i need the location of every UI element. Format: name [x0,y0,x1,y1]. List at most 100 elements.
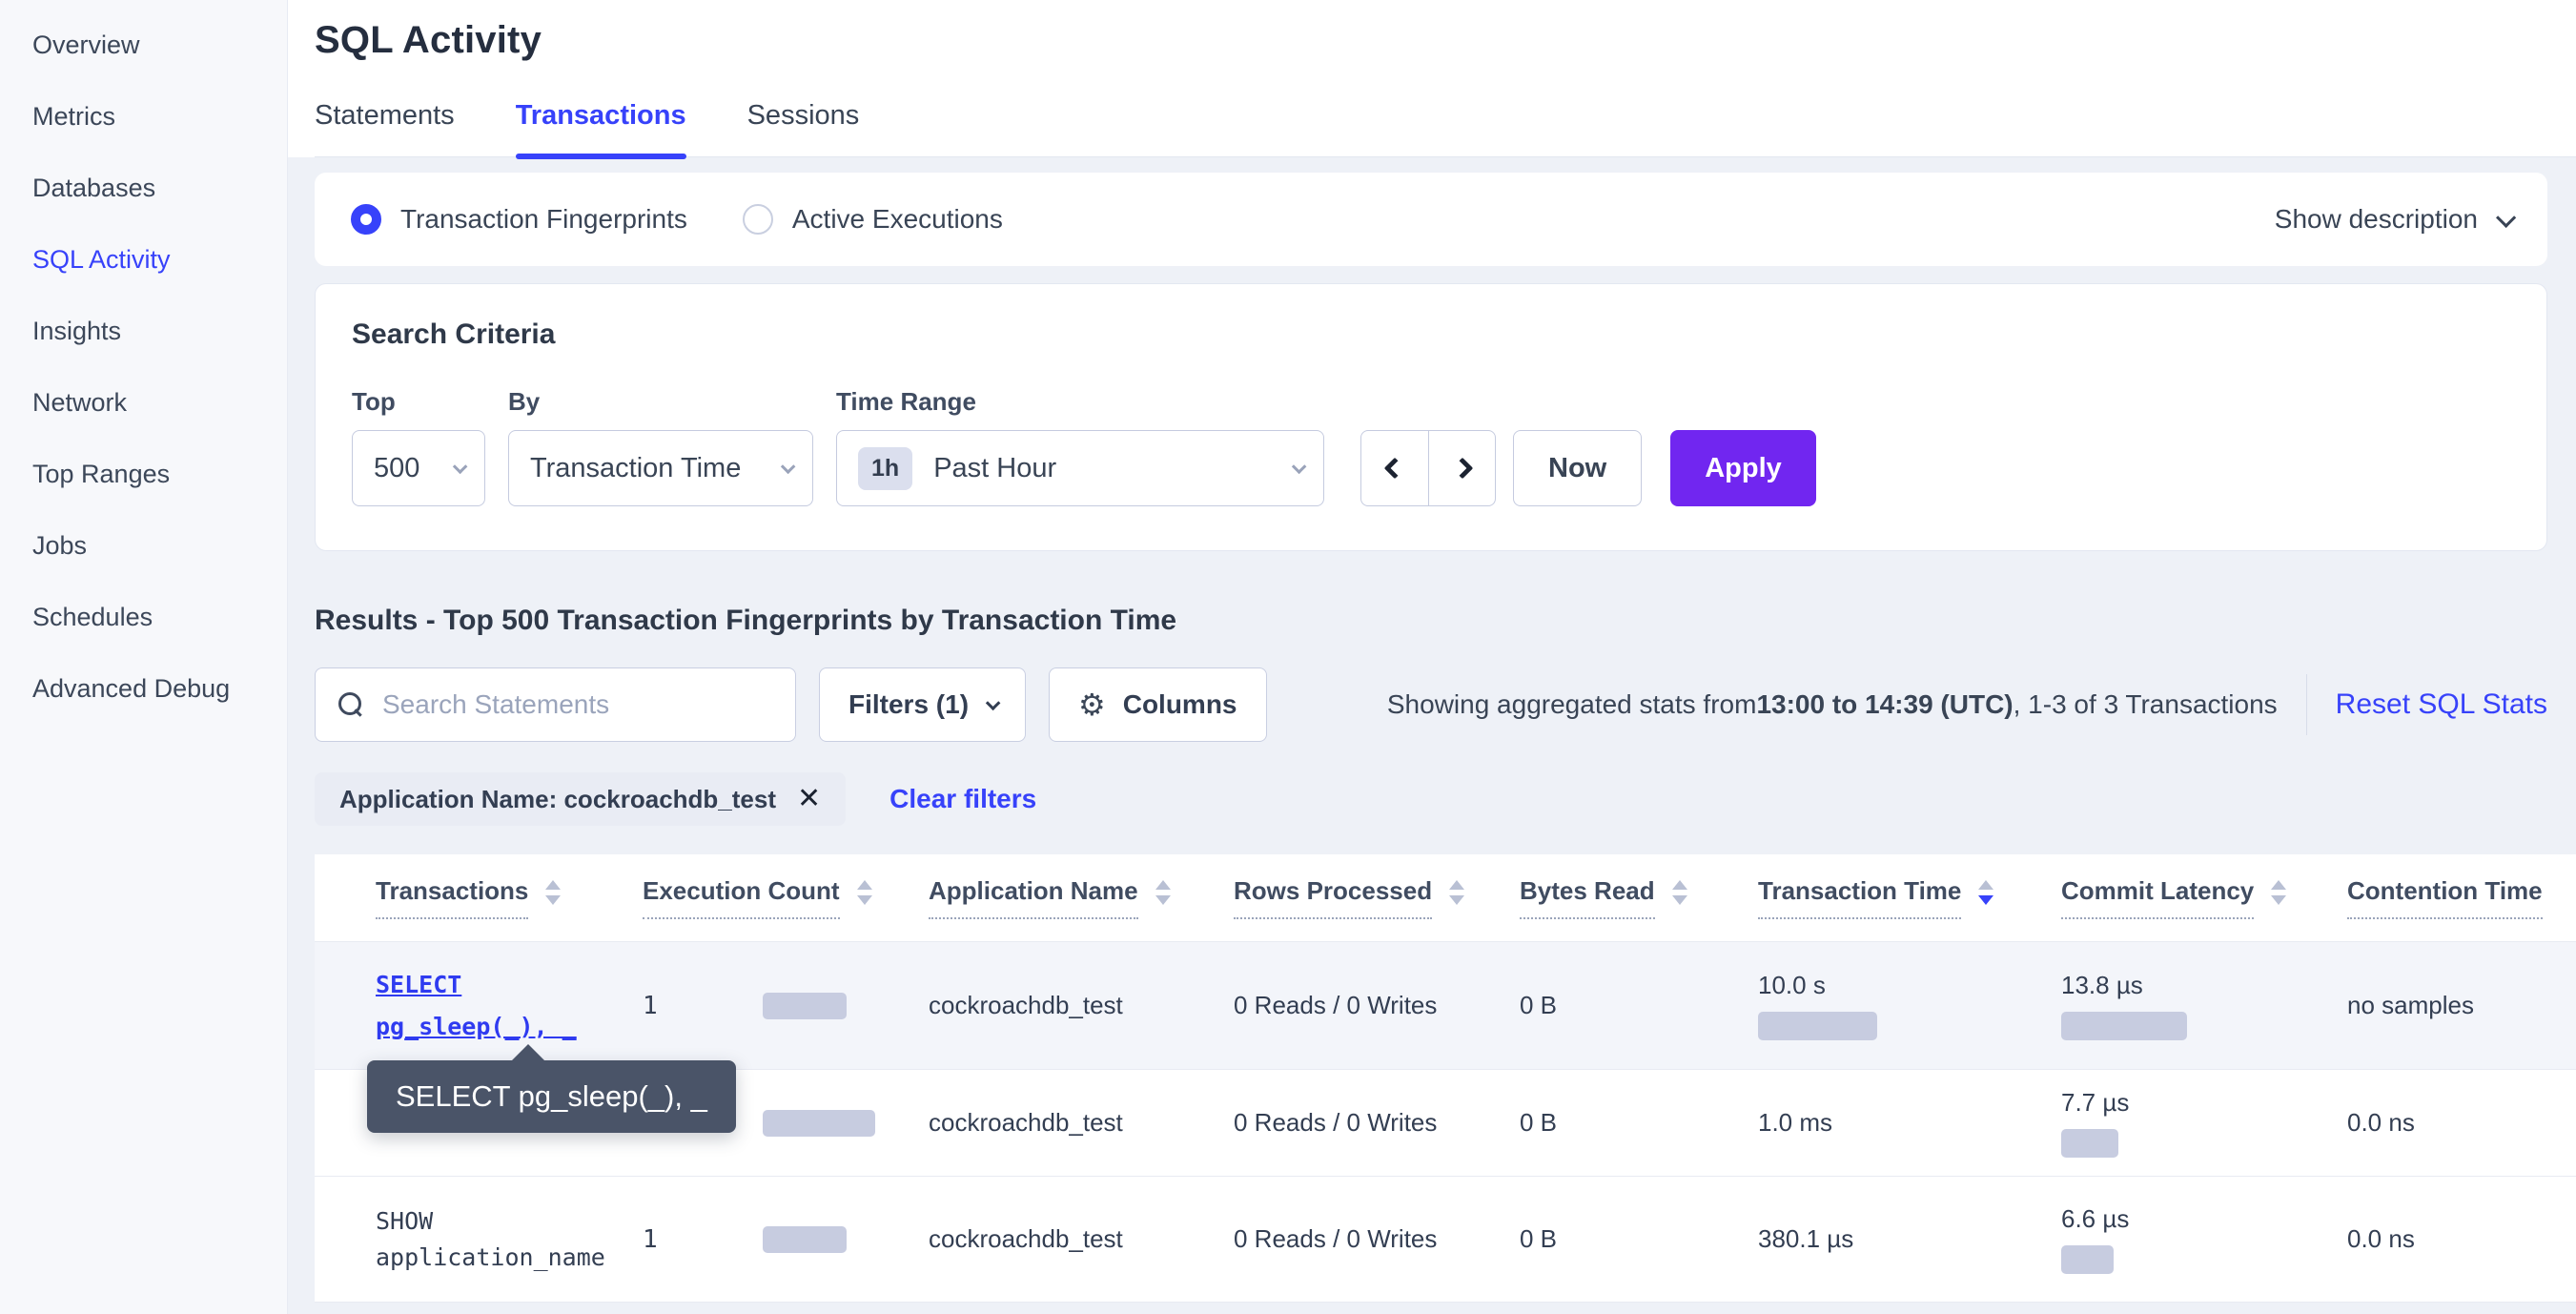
transaction-fingerprint-link[interactable]: SELECT pg_sleep(_), _ [376,970,577,1040]
time-range-select[interactable]: 1h Past Hour [836,430,1324,506]
sidebar-item-advanced-debug[interactable]: Advanced Debug [32,674,231,703]
search-statements-box [315,667,796,742]
execution-count-cell: 1 [643,992,929,1020]
chevron-left-icon [1383,457,1406,480]
rows-processed-cell: 0 Reads / 0 Writes [1234,1224,1438,1253]
sort-icons [2271,876,2287,905]
execution-count-cell: 1 [643,1225,929,1254]
main-area: SQL Activity Statements Transactions Ses… [288,0,2576,1314]
radio-selected-icon [351,204,381,235]
radio-label: Transaction Fingerprints [400,204,687,234]
rows-processed-cell: 0 Reads / 0 Writes [1234,991,1438,1019]
show-description-toggle[interactable]: Show description [2274,204,2517,235]
bytes-read-cell: 0 B [1520,1224,1558,1253]
chevron-down-icon [780,459,796,474]
sidebar-item-overview[interactable]: Overview [32,31,140,59]
reset-sql-stats-link[interactable]: Reset SQL Stats [2335,688,2547,720]
radio-active-executions[interactable]: Active Executions [742,204,1003,235]
sidebar-item-metrics[interactable]: Metrics [32,102,115,131]
time-range-label: Time Range [836,387,976,416]
time-range-prev-button[interactable] [1361,431,1428,505]
page-title: SQL Activity [315,19,542,61]
statement-tooltip: SELECT pg_sleep(_), _ [367,1044,736,1133]
filter-chip: Application Name: cockroachdb_test ✕ [315,772,847,826]
top-field: Top 500 [352,387,485,506]
sort-icons [856,876,872,905]
sidebar-item-sql-activity[interactable]: SQL Activity [32,245,171,274]
tab-sessions[interactable]: Sessions [746,100,860,131]
commit-latency-bar [2061,1012,2187,1040]
column-header-rows-processed[interactable]: Rows Processed [1234,876,1520,919]
chevron-right-icon [1451,457,1473,480]
chevron-down-icon [1291,459,1307,474]
clear-filters-link[interactable]: Clear filters [889,784,1037,813]
transaction-time-bar [1758,1012,1877,1040]
commit-latency-cell: 13.8 µs [2061,971,2347,1040]
close-icon[interactable]: ✕ [797,783,822,814]
column-header-application-name[interactable]: Application Name [929,876,1234,919]
sidebar-item-top-ranges[interactable]: Top Ranges [32,460,171,488]
time-range-value-group: 1h Past Hour [858,446,1057,490]
top-select[interactable]: 500 [352,430,485,506]
table-row: SELECT pg_sleep(_), _ 1 cockroachdb_test… [315,942,2576,1070]
filters-button[interactable]: Filters (1) [819,667,1027,742]
transaction-time-cell: 10.0 s [1758,971,2061,1040]
content-area: Transaction Fingerprints Active Executio… [288,157,2576,1314]
execution-count-value: 1 [643,1224,658,1254]
sidebar: Overview Metrics Databases SQL Activity … [0,0,288,1314]
search-icon [338,692,363,717]
execution-count-bar [763,1109,875,1137]
by-select-value: Transaction Time [530,452,742,483]
column-header-commit-latency[interactable]: Commit Latency [2061,876,2347,919]
top-label: Top [352,387,396,416]
gear-icon: ⚙ [1078,687,1106,723]
sort-icons [545,876,562,905]
by-select[interactable]: Transaction Time [508,430,813,506]
search-criteria-card: Search Criteria Top 500 By Transaction T… [315,283,2547,551]
tab-transactions[interactable]: Transactions [515,100,686,159]
sidebar-item-databases[interactable]: Databases [32,174,156,202]
view-mode-bar: Transaction Fingerprints Active Executio… [315,173,2547,266]
sort-icons [1449,876,1465,905]
time-range-next-button[interactable] [1428,431,1495,505]
filters-label: Filters (1) [848,689,970,719]
transaction-time-cell: 1.0 ms [1758,1108,1833,1137]
active-filters-row: Application Name: cockroachdb_test ✕ Cle… [315,772,2547,826]
table-row: SHOW application_name 1 cockroachdb_test… [315,1177,2576,1303]
column-header-transaction-time[interactable]: Transaction Time [1758,876,2061,919]
columns-button[interactable]: ⚙ Columns [1049,667,1267,742]
transaction-fingerprint-link[interactable]: SHOW application_name [376,1207,605,1271]
transaction-time-cell: 380.1 µs [1758,1224,1854,1253]
search-criteria-title: Search Criteria [352,318,556,350]
sidebar-item-schedules[interactable]: Schedules [32,603,153,631]
contention-time-cell: 0.0 ns [2347,1224,2415,1253]
column-header-bytes-read[interactable]: Bytes Read [1520,876,1758,919]
contention-time-cell: 0.0 ns [2347,1108,2415,1137]
commit-latency-value: 7.7 µs [2061,1088,2130,1117]
sidebar-item-insights[interactable]: Insights [32,317,122,345]
transaction-time-value: 10.0 s [1758,971,1826,999]
transactions-table: Transactions Execution Count Application… [315,854,2576,1303]
now-button[interactable]: Now [1513,430,1643,506]
sidebar-item-network[interactable]: Network [32,388,128,417]
search-input[interactable] [382,689,772,720]
radio-transaction-fingerprints[interactable]: Transaction Fingerprints [351,204,687,235]
chevron-down-icon [2496,207,2517,228]
column-label: Contention Time [2347,876,2543,919]
column-header-transactions[interactable]: Transactions [376,876,643,919]
tab-statements[interactable]: Statements [315,100,455,131]
application-name-cell: cockroachdb_test [929,1224,1123,1253]
contention-time-cell: no samples [2347,991,2474,1019]
column-label: Commit Latency [2061,876,2255,919]
apply-button[interactable]: Apply [1670,430,1816,506]
stats-range: 13:00 to 14:39 (UTC) [1756,689,2014,719]
table-header-row: Transactions Execution Count Application… [315,854,2576,942]
time-range-value: Past Hour [933,452,1057,483]
execution-count-bar [763,992,847,1019]
column-header-execution-count[interactable]: Execution Count [643,876,929,919]
sidebar-item-jobs[interactable]: Jobs [32,531,88,560]
column-label: Application Name [929,876,1138,919]
show-description-label: Show description [2274,204,2478,234]
search-criteria-fields: Top 500 By Transaction Time Time Range [352,387,2510,506]
column-header-contention-time[interactable]: Contention Time [2347,876,2576,919]
